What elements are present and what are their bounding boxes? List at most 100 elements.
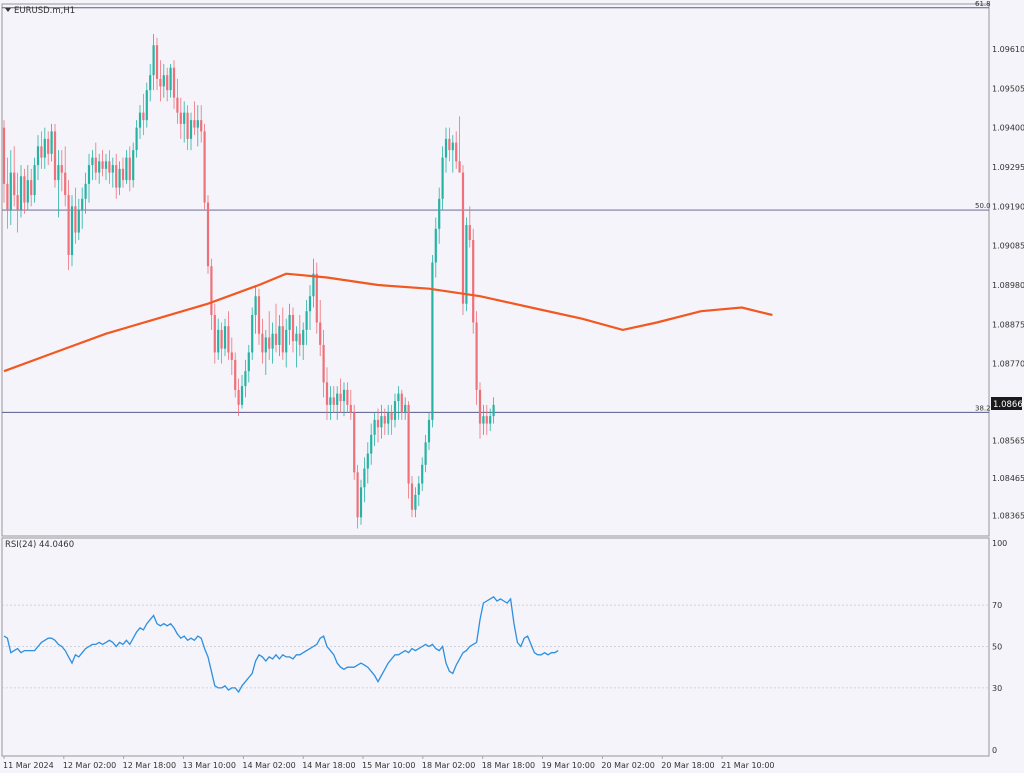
candle-body <box>431 262 434 420</box>
candle-body <box>482 416 485 424</box>
candle <box>315 262 318 334</box>
candle-body <box>254 296 257 315</box>
time-tick-label: 20 Mar 02:00 <box>601 761 654 770</box>
time-tick-label: 15 Mar 10:00 <box>362 761 415 770</box>
rsi-title: RSI(24) 44.0460 <box>5 540 74 550</box>
candle <box>67 180 70 270</box>
candle-body <box>36 146 40 166</box>
candle-body <box>196 120 199 128</box>
candle <box>128 146 131 192</box>
candle-body <box>247 352 250 372</box>
candle <box>472 228 475 334</box>
candle <box>121 157 125 188</box>
candle <box>166 67 169 102</box>
candle <box>461 165 465 315</box>
candle <box>271 322 274 364</box>
rsi-line <box>3 595 559 694</box>
candle <box>138 105 142 139</box>
candle-body <box>424 442 427 465</box>
dropdown-triangle-icon[interactable] <box>5 8 11 12</box>
candle-body <box>43 138 46 158</box>
candle-body <box>210 266 213 315</box>
candle-body <box>19 176 23 211</box>
candle-body <box>203 131 206 203</box>
candle <box>169 63 172 98</box>
candle-body <box>53 131 57 181</box>
candle-body <box>223 326 227 349</box>
candle <box>81 187 84 229</box>
candle-body <box>427 419 431 443</box>
candle-body <box>111 165 114 173</box>
candle-body <box>81 198 84 211</box>
candle-body <box>104 161 108 169</box>
candle-body <box>400 393 403 413</box>
candle-body <box>363 468 366 488</box>
candle-body <box>94 157 97 173</box>
candle <box>247 344 250 383</box>
candle-body <box>264 337 267 353</box>
candle <box>108 150 111 184</box>
candle-body <box>461 172 465 304</box>
candle-body <box>50 131 53 154</box>
candle <box>363 457 366 503</box>
candle <box>193 101 196 136</box>
candle <box>261 318 264 364</box>
candle <box>47 131 50 166</box>
candle <box>305 299 308 345</box>
candle-body <box>444 138 448 158</box>
candle-body <box>159 78 162 87</box>
candle <box>70 195 74 267</box>
price-tick-label: 1.09085 <box>992 242 1024 251</box>
candle-body <box>13 172 16 196</box>
candle-body <box>465 225 468 304</box>
candle-body <box>448 138 451 151</box>
price-tick-label: 1.09295 <box>992 163 1024 172</box>
candle <box>359 479 363 525</box>
time-tick-label: 14 Mar 02:00 <box>242 761 295 770</box>
candle-body <box>468 225 471 241</box>
candle-body <box>40 146 43 158</box>
candle <box>264 329 267 375</box>
candle-body <box>60 165 63 173</box>
candle-body <box>230 352 233 360</box>
price-axis: 1.09610 1.09505 1.09400 1.09295 1.09190 1.090… <box>992 45 1024 520</box>
candle <box>57 150 60 218</box>
candle <box>220 322 223 364</box>
candle <box>87 153 91 203</box>
time-axis: 11 Mar 2024 12 Mar 02:00 12 Mar 18:00 13 Ma… <box>3 756 775 770</box>
candle <box>356 464 359 529</box>
candle-body <box>339 393 342 402</box>
candle <box>244 359 247 398</box>
candle <box>329 386 332 420</box>
price-tick-label: 1.08980 <box>992 281 1024 290</box>
candle-body <box>451 142 454 151</box>
candle <box>325 367 329 420</box>
candle <box>159 60 162 102</box>
candle <box>50 123 53 162</box>
candle <box>478 382 482 439</box>
candle <box>223 318 227 357</box>
candle <box>291 307 295 353</box>
candle-body <box>91 157 94 166</box>
candle <box>189 112 193 151</box>
current-price-tag-box <box>991 397 1022 410</box>
candle-body <box>135 127 138 151</box>
candle <box>468 206 471 248</box>
time-tick-label: 21 Mar 10:00 <box>721 761 774 770</box>
candle-body <box>332 397 335 405</box>
candle-body <box>285 329 288 353</box>
candle <box>227 311 230 360</box>
candle <box>210 258 213 330</box>
candle <box>183 101 186 143</box>
candle <box>251 307 254 360</box>
candle <box>179 97 182 139</box>
candle <box>206 195 210 274</box>
price-tick-label: 1.09610 <box>992 45 1024 54</box>
candle-body <box>101 161 104 169</box>
candle-body <box>166 75 169 91</box>
candle-body <box>489 416 492 424</box>
candle-body <box>132 150 135 181</box>
time-tick-label: 18 Mar 18:00 <box>482 761 535 770</box>
candle-body <box>162 75 165 87</box>
